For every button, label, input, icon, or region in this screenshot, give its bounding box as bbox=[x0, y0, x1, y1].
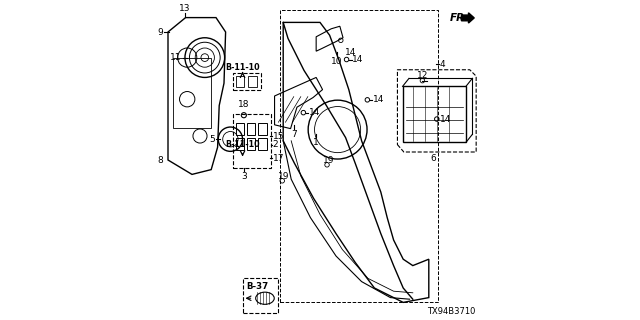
Text: 18: 18 bbox=[238, 100, 250, 109]
Text: 19: 19 bbox=[278, 172, 290, 181]
Text: 10: 10 bbox=[331, 57, 342, 66]
Text: 14: 14 bbox=[309, 108, 321, 117]
Text: 12: 12 bbox=[417, 71, 428, 80]
Bar bbox=[403, 86, 466, 142]
Text: 13: 13 bbox=[179, 4, 191, 13]
Text: 14: 14 bbox=[352, 55, 364, 64]
Text: 14: 14 bbox=[440, 115, 451, 124]
Text: 1: 1 bbox=[314, 138, 319, 147]
Text: 14: 14 bbox=[345, 48, 356, 57]
Text: 4: 4 bbox=[440, 60, 445, 68]
Text: 9: 9 bbox=[157, 28, 163, 36]
Bar bbox=[236, 76, 244, 87]
Text: 2: 2 bbox=[273, 140, 278, 149]
Bar bbox=[236, 123, 244, 135]
Text: 3: 3 bbox=[241, 172, 246, 181]
Text: B-37: B-37 bbox=[246, 282, 268, 291]
Text: 8: 8 bbox=[157, 156, 163, 164]
Text: 14: 14 bbox=[373, 95, 385, 104]
Bar bbox=[258, 123, 267, 135]
Text: 19: 19 bbox=[323, 156, 335, 165]
Bar bbox=[173, 58, 211, 128]
FancyArrow shape bbox=[461, 13, 474, 23]
Text: 6: 6 bbox=[431, 154, 436, 163]
Bar bbox=[247, 123, 255, 135]
Text: B-11-10: B-11-10 bbox=[225, 140, 260, 149]
Bar bbox=[236, 138, 244, 150]
Bar bbox=[247, 138, 255, 150]
Text: B-11-10: B-11-10 bbox=[225, 63, 260, 72]
Text: TX94B3710: TX94B3710 bbox=[427, 307, 475, 316]
Bar bbox=[248, 76, 257, 87]
Text: 17: 17 bbox=[273, 154, 284, 163]
Text: FR.: FR. bbox=[450, 13, 469, 23]
Text: 7: 7 bbox=[291, 130, 296, 139]
Text: 11: 11 bbox=[170, 53, 182, 62]
Bar bbox=[258, 138, 267, 150]
Text: 5: 5 bbox=[209, 135, 215, 144]
Text: 15: 15 bbox=[273, 132, 284, 140]
